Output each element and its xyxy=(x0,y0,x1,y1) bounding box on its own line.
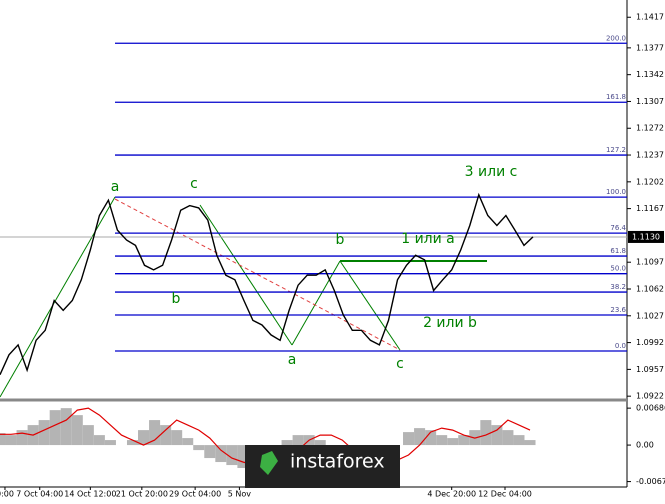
x-tick-label: 5 Nov xyxy=(228,490,252,499)
histogram-bar xyxy=(60,408,72,446)
histogram-bar xyxy=(193,445,205,451)
histogram-bar xyxy=(425,430,437,446)
histogram-bar xyxy=(403,432,415,446)
wave-label: b xyxy=(172,291,181,307)
fib-level-label: 0.0 xyxy=(615,342,626,350)
wave-label: c xyxy=(396,356,404,372)
wave-line xyxy=(291,260,341,346)
x-tick-label: 21 Oct 20:00 xyxy=(116,490,168,499)
y-tick-label: 1.1272 xyxy=(636,124,664,133)
x-tick-label: 12 Dec 04:00 xyxy=(478,490,532,499)
fib-level-label: 61.8 xyxy=(610,247,626,255)
y-tick-label: 1.1342 xyxy=(636,70,664,79)
wave-label: 3 или c xyxy=(465,164,518,180)
fib-level-label: 127.2 xyxy=(606,146,626,154)
wave-label: c xyxy=(190,176,198,192)
fib-level-label: 100.0 xyxy=(606,188,626,196)
price-line xyxy=(0,192,534,375)
histogram-bar xyxy=(182,438,194,446)
histogram-bar xyxy=(204,445,216,459)
y-tick-label: 1.1027 xyxy=(636,311,664,320)
y-tick-label: 1.1307 xyxy=(636,97,664,106)
y-tick-label: 0.00 xyxy=(636,441,654,450)
y-tick-label: 1.0957 xyxy=(636,365,664,374)
wave-label: a xyxy=(288,352,297,368)
watermark-text: instaforex xyxy=(290,451,385,473)
histogram-bar xyxy=(491,425,503,446)
histogram-bar xyxy=(502,430,514,446)
histogram-bar xyxy=(524,440,536,446)
fib-level-label: 161.8 xyxy=(606,93,626,101)
histogram-bar xyxy=(237,445,249,469)
wave-line xyxy=(339,260,401,351)
wave-label: b xyxy=(336,232,345,248)
histogram-bar xyxy=(226,445,238,466)
histogram-bar xyxy=(0,433,6,446)
fib-level-label: 23.6 xyxy=(610,306,626,314)
y-tick-label: -0.00678 xyxy=(636,477,665,486)
histogram-bar xyxy=(126,440,139,446)
y-tick-label: 1.0922 xyxy=(636,392,664,401)
wave-label: 2 или b xyxy=(423,315,477,331)
fib-level-label: 38.2 xyxy=(610,283,626,291)
histogram-bar xyxy=(436,435,448,446)
histogram-bar xyxy=(82,425,94,446)
fib-level-label: 50.0 xyxy=(610,265,626,273)
histogram-bar xyxy=(71,415,83,446)
histogram-bar xyxy=(16,430,28,446)
wave-line xyxy=(199,204,293,346)
histogram-bar xyxy=(414,428,426,446)
histogram-bar xyxy=(138,430,150,446)
x-tick-label: 0:00 xyxy=(0,490,14,499)
histogram-bar xyxy=(149,420,161,446)
y-tick-label: 0.00686 xyxy=(636,404,665,413)
channel-line xyxy=(114,198,401,351)
y-tick-label: 1.1202 xyxy=(636,177,664,186)
histogram-bar xyxy=(38,420,50,446)
current-price-box xyxy=(628,230,664,243)
wave-label: a xyxy=(111,179,120,195)
histogram-bar xyxy=(93,435,105,446)
y-tick-label: 1.1237 xyxy=(636,151,664,160)
watermark: instaforex xyxy=(245,445,400,488)
histogram-bar xyxy=(292,435,304,446)
histogram-bar xyxy=(5,435,17,446)
x-tick-label: 7 Oct 04:00 xyxy=(16,490,63,499)
histogram-bar xyxy=(281,440,293,446)
histogram-bar xyxy=(171,430,183,446)
y-tick-label: 1.1167 xyxy=(636,204,664,213)
current-price-label: 1.1130 xyxy=(632,232,660,241)
fib-level-label: 200.0 xyxy=(606,34,626,42)
histogram-bar xyxy=(447,438,459,446)
histogram-bar xyxy=(480,420,492,446)
watermark-icon xyxy=(260,451,278,475)
histogram-bar xyxy=(458,435,470,446)
histogram-bar xyxy=(513,435,525,446)
x-tick-label: 4 Dec 20:00 xyxy=(427,490,476,499)
y-tick-label: 1.0992 xyxy=(636,338,664,347)
y-tick-label: 1.1417 xyxy=(636,13,664,22)
x-tick-label: 29 Oct 04:00 xyxy=(169,490,221,499)
x-tick-label: 14 Oct 12:00 xyxy=(64,490,116,499)
histogram-bar xyxy=(215,445,227,463)
y-tick-label: 1.1377 xyxy=(636,43,664,52)
wave-label: 1 или a xyxy=(401,231,455,247)
histogram-bar xyxy=(314,440,326,446)
y-tick-label: 1.1097 xyxy=(636,258,664,267)
histogram-bar xyxy=(49,410,61,446)
y-tick-label: 1.1062 xyxy=(636,285,664,294)
histogram-bar xyxy=(160,425,172,446)
histogram-bar xyxy=(104,440,116,446)
fib-level-label: 76.4 xyxy=(610,224,626,232)
